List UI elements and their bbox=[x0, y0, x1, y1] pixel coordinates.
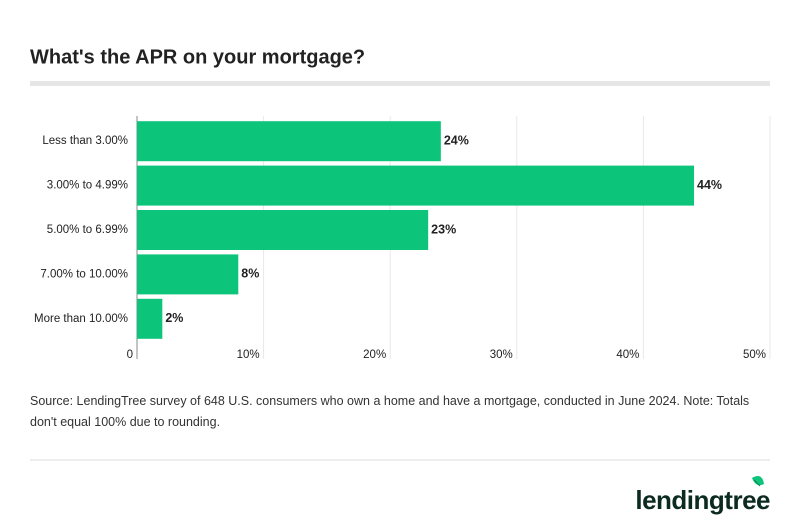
bar bbox=[137, 254, 239, 295]
value-label: 44% bbox=[697, 178, 722, 192]
title-rule bbox=[30, 81, 770, 86]
value-label: 8% bbox=[241, 267, 259, 281]
y-tick-label: More than 10.00% bbox=[34, 313, 128, 325]
bar bbox=[137, 298, 163, 339]
x-tick-label: 10% bbox=[237, 349, 260, 361]
x-tick-label: 50% bbox=[743, 349, 766, 361]
source-note: Source: LendingTree survey of 648 U.S. c… bbox=[30, 394, 750, 429]
bar bbox=[137, 210, 429, 250]
logo: lendingtree bbox=[635, 485, 770, 515]
value-label: 2% bbox=[165, 311, 183, 325]
x-tick-label: 30% bbox=[490, 349, 513, 361]
y-tick-label: 7.00% to 10.00% bbox=[40, 268, 128, 280]
bar bbox=[137, 121, 441, 162]
x-tick-label: 40% bbox=[616, 349, 639, 361]
x-tick-label: 20% bbox=[363, 349, 386, 361]
y-tick-label: 5.00% to 6.99% bbox=[47, 224, 128, 236]
x-tick-label: 0 bbox=[127, 349, 133, 361]
value-label: 23% bbox=[431, 222, 456, 236]
y-tick-label: Less than 3.00% bbox=[42, 135, 128, 147]
chart-title: What's the APR on your mortgage? bbox=[30, 46, 365, 68]
logo-leaf bbox=[752, 476, 764, 487]
bar bbox=[137, 165, 695, 206]
y-tick-label: 3.00% to 4.99% bbox=[47, 180, 128, 192]
value-label: 24% bbox=[444, 133, 469, 147]
